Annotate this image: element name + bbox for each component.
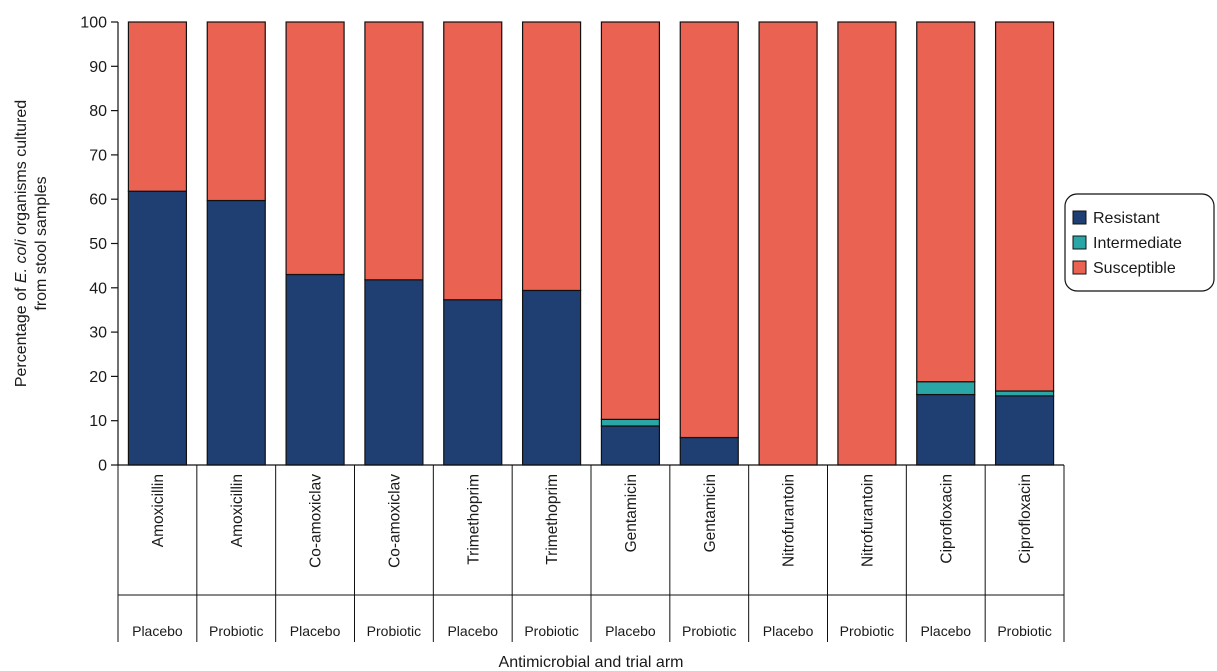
bar-segment-susceptible-11 bbox=[916, 21, 976, 383]
bar-segment-intermediate-12 bbox=[994, 390, 1055, 397]
x-tick-label-antimicrobial: Amoxicillin bbox=[150, 474, 167, 547]
x-tick-label-arm: Placebo bbox=[920, 623, 971, 639]
x-tick-label-arm: Probiotic bbox=[209, 623, 263, 639]
bar-segment-resistant-8 bbox=[679, 436, 739, 466]
bar-segment-susceptible-12 bbox=[994, 21, 1055, 392]
bar-segment-susceptible-1 bbox=[127, 21, 188, 192]
x-tick-label-antimicrobial: Gentamicin bbox=[702, 474, 719, 552]
bar-segment-resistant-6 bbox=[521, 289, 582, 466]
axes-layer bbox=[111, 21, 1065, 642]
x-tick-label-antimicrobial: Nitrofurantoin bbox=[859, 474, 876, 567]
x-tick-label-arm: Probiotic bbox=[524, 623, 578, 639]
x-tick-label-antimicrobial: Nitrofurantoin bbox=[781, 474, 798, 567]
x-tick-label-arm: Placebo bbox=[290, 623, 341, 639]
y-tick-label: 70 bbox=[89, 147, 107, 164]
x-tick-label-arm: Placebo bbox=[763, 623, 814, 639]
bar-segment-intermediate-7 bbox=[600, 418, 661, 427]
bar-segment-susceptible-5 bbox=[443, 21, 503, 301]
bar-segment-resistant-12 bbox=[994, 395, 1055, 466]
y-axis-title-line1: Percentage of E. coli organisms cultured bbox=[13, 100, 30, 387]
y-axis-title-line2: from stool samples bbox=[33, 176, 50, 310]
bar-segment-susceptible-9 bbox=[758, 21, 818, 466]
y-tick-label: 80 bbox=[89, 103, 107, 120]
legend-label-intermediate: Intermediate bbox=[1093, 235, 1182, 252]
bar-segment-susceptible-6 bbox=[521, 21, 582, 292]
y-tick-label: 50 bbox=[89, 236, 107, 253]
bar-segment-susceptible-4 bbox=[364, 21, 424, 281]
bar-segment-resistant-7 bbox=[600, 425, 661, 466]
bar-segment-susceptible-10 bbox=[837, 21, 897, 466]
bar-segment-susceptible-3 bbox=[285, 21, 345, 276]
legend: Resistant Intermediate Susceptible bbox=[1064, 193, 1215, 292]
legend-swatch-susceptible bbox=[1072, 260, 1087, 275]
bar-segment-resistant-1 bbox=[127, 190, 188, 466]
bars-layer bbox=[127, 21, 1055, 466]
bar-segment-susceptible-8 bbox=[679, 21, 739, 439]
x-tick-label-arm: Probiotic bbox=[840, 623, 894, 639]
y-tick-label: 10 bbox=[89, 413, 107, 430]
y-tick-label: 100 bbox=[80, 15, 107, 32]
x-tick-label-arm: Placebo bbox=[447, 623, 498, 639]
bar-segment-intermediate-11 bbox=[916, 381, 976, 396]
y-tick-label: 0 bbox=[98, 458, 107, 475]
bar-segment-resistant-11 bbox=[916, 393, 976, 466]
x-tick-label-antimicrobial: Co-amoxiclav bbox=[386, 474, 403, 568]
y-tick-label: 30 bbox=[89, 325, 107, 342]
x-tick-label-antimicrobial: Trimethoprim bbox=[465, 474, 482, 565]
bar-segment-susceptible-7 bbox=[600, 21, 661, 420]
y-tick-label: 20 bbox=[89, 369, 107, 386]
legend-swatch-intermediate bbox=[1072, 235, 1087, 250]
x-tick-label-arm: Placebo bbox=[605, 623, 656, 639]
bar-segment-resistant-3 bbox=[285, 273, 345, 466]
x-tick-label-arm: Probiotic bbox=[997, 623, 1051, 639]
legend-box bbox=[1064, 193, 1215, 292]
x-tick-label-arm: Placebo bbox=[132, 623, 183, 639]
x-tick-label-antimicrobial: Trimethoprim bbox=[544, 474, 561, 565]
x-tick-label-arm: Probiotic bbox=[682, 623, 736, 639]
legend-label-susceptible: Susceptible bbox=[1093, 260, 1176, 277]
x-tick-label-antimicrobial: Gentamicin bbox=[623, 474, 640, 552]
y-tick-label: 90 bbox=[89, 59, 107, 76]
x-tick-label-antimicrobial: Ciprofloxacin bbox=[938, 474, 955, 564]
bar-segment-resistant-4 bbox=[364, 279, 424, 466]
x-tick-label-arm: Probiotic bbox=[367, 623, 421, 639]
x-tick-label-antimicrobial: Ciprofloxacin bbox=[1017, 474, 1034, 564]
x-tick-label-antimicrobial: Co-amoxiclav bbox=[308, 474, 325, 568]
x-tick-label-antimicrobial: Amoxicillin bbox=[229, 474, 246, 547]
labels-layer: 0 10 20 30 40 50 60 70 80 90 100 Amoxicillin Placebo… bbox=[13, 15, 1052, 671]
legend-label-resistant: Resistant bbox=[1093, 210, 1160, 227]
bar-segment-susceptible-2 bbox=[206, 21, 266, 202]
bar-segment-resistant-5 bbox=[443, 299, 503, 466]
y-tick-label: 60 bbox=[89, 192, 107, 209]
y-tick-label: 40 bbox=[89, 280, 107, 297]
bar-segment-resistant-2 bbox=[206, 199, 266, 466]
legend-swatch-resistant bbox=[1072, 210, 1087, 225]
x-axis-title: Antimicrobial and trial arm bbox=[499, 654, 684, 671]
